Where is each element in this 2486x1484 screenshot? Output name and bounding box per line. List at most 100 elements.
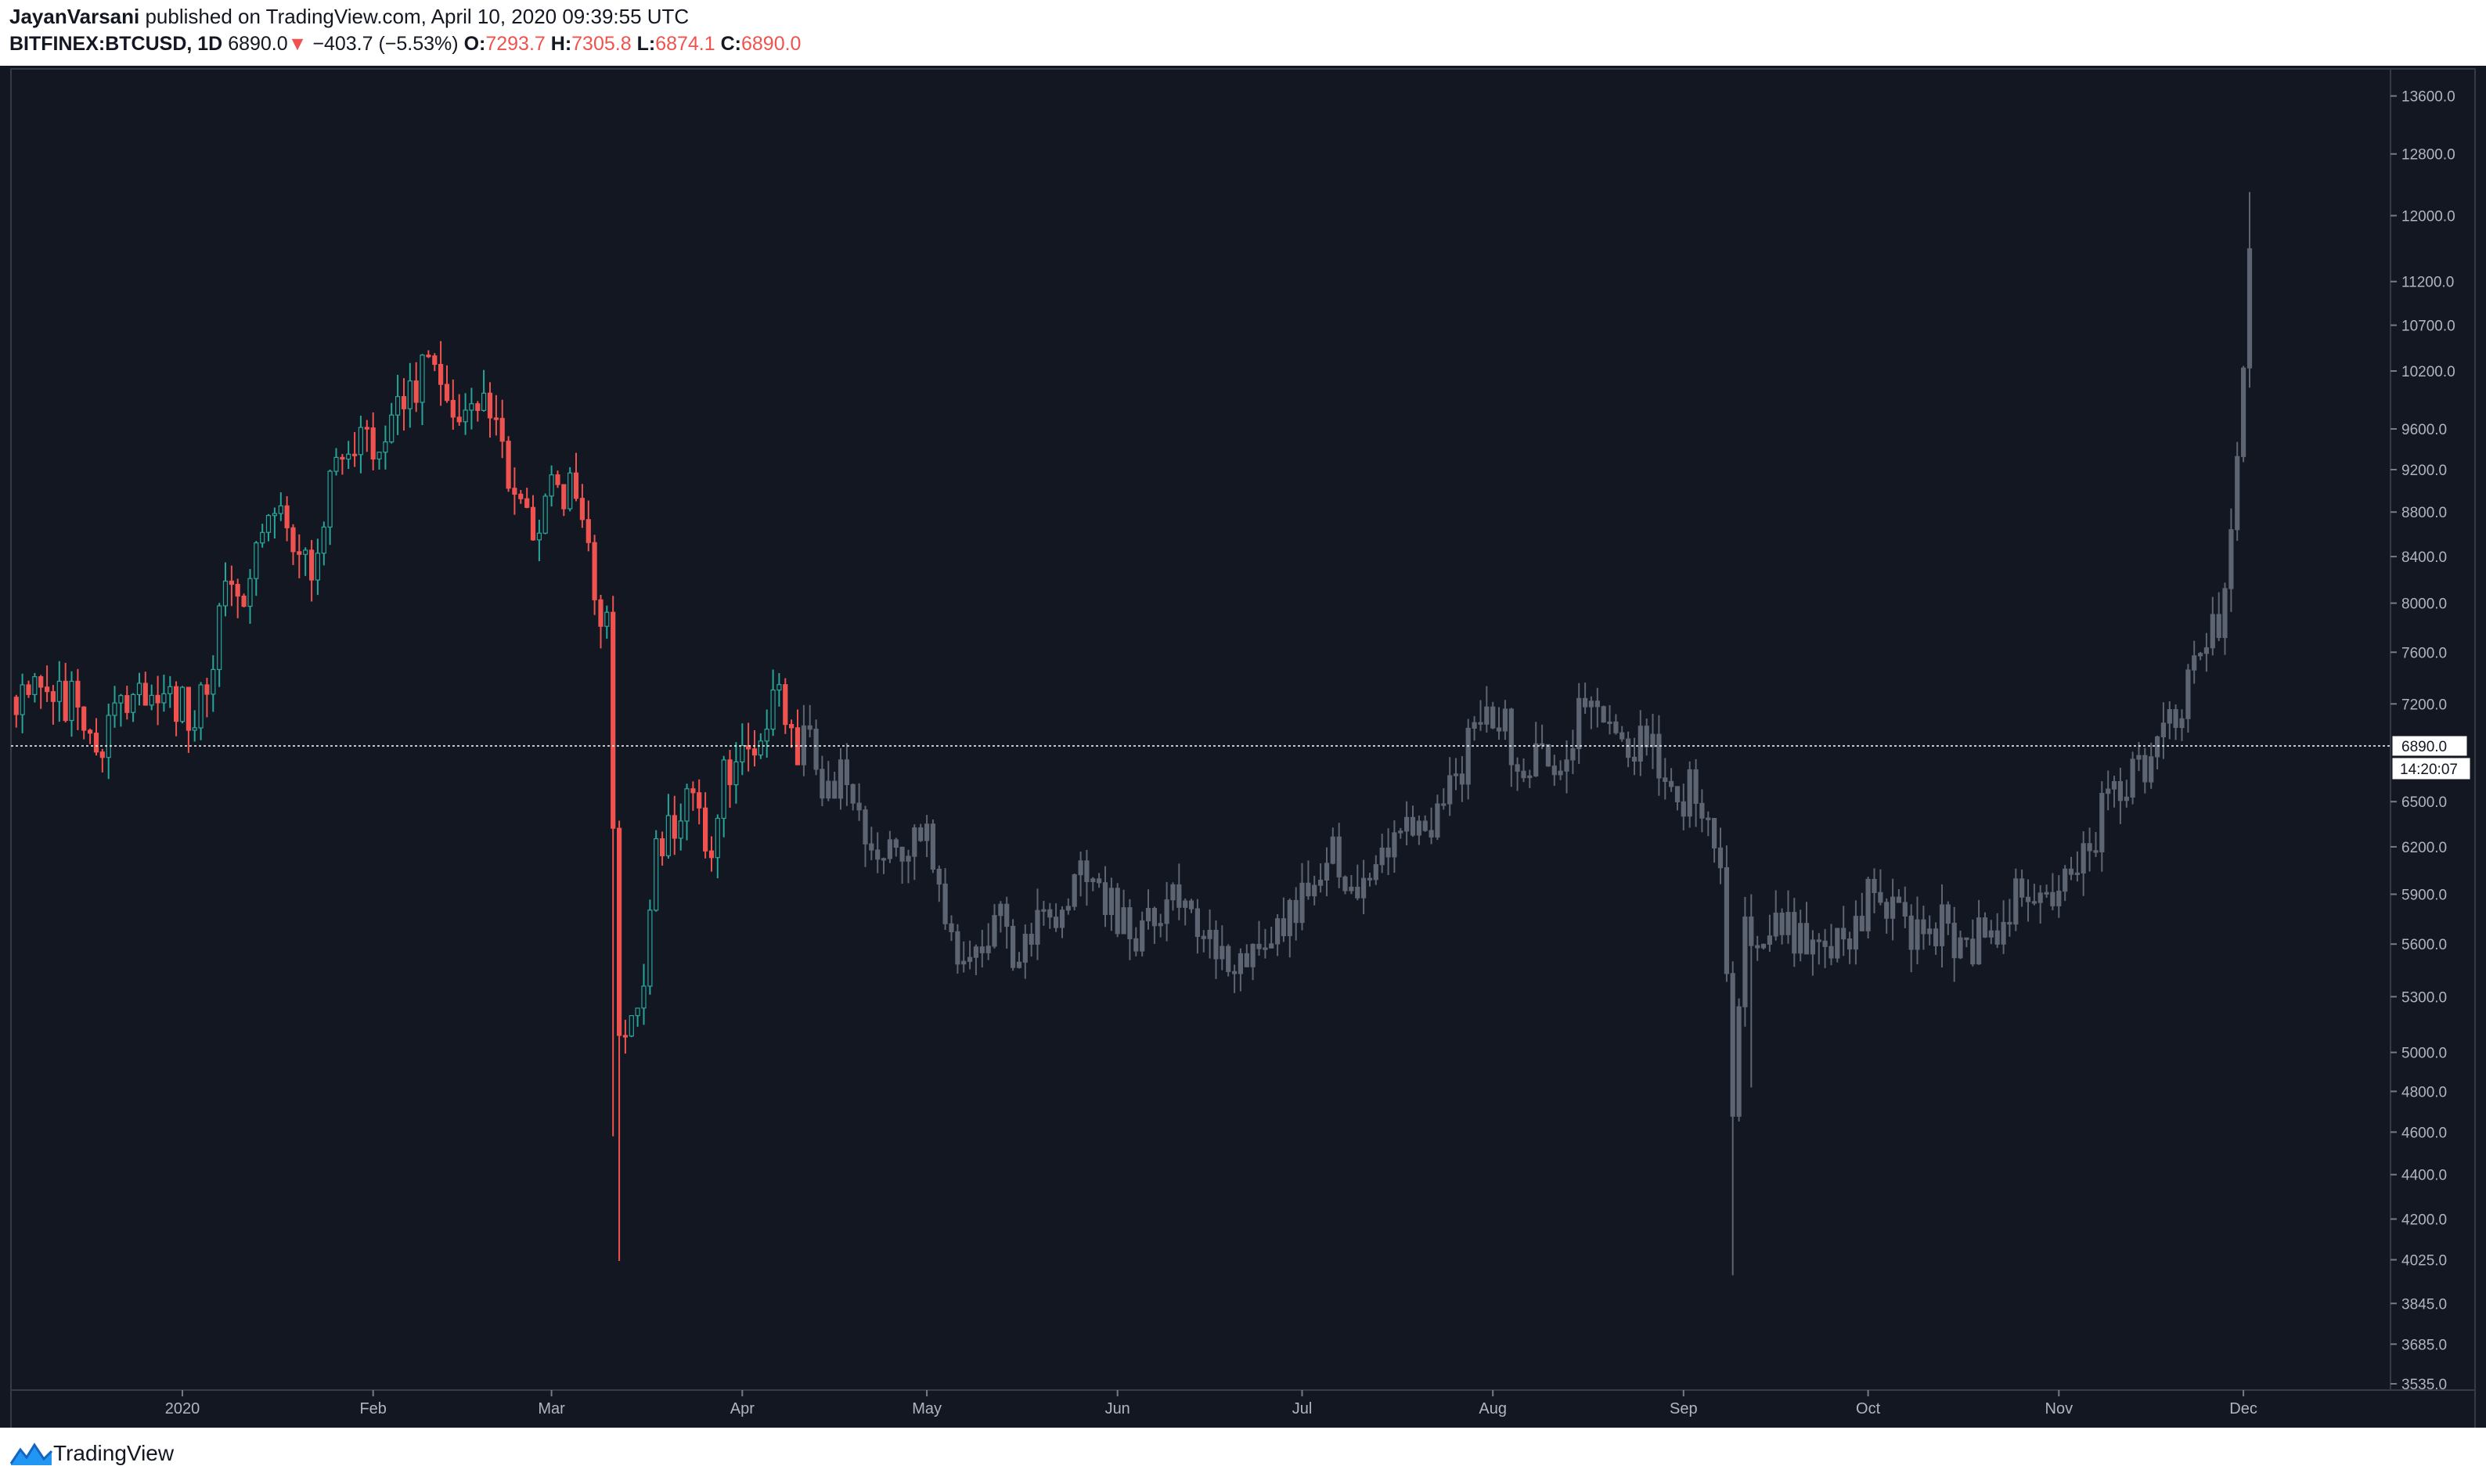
projection-bar[interactable] (2001, 921, 2006, 945)
candle-body[interactable] (290, 527, 296, 553)
candle-body[interactable] (297, 551, 302, 555)
candle-body[interactable] (235, 583, 240, 597)
candle-body[interactable] (518, 493, 524, 499)
projection-bar[interactable] (2111, 780, 2117, 790)
projection-bar[interactable] (2179, 718, 2185, 729)
projection-bar[interactable] (1435, 803, 1440, 837)
projection-bar[interactable] (1884, 902, 1890, 919)
projection-bar[interactable] (1601, 706, 1606, 723)
candle-body[interactable] (161, 693, 167, 704)
projection-bar[interactable] (936, 868, 942, 885)
candle-body[interactable] (788, 723, 794, 729)
projection-bar[interactable] (2037, 892, 2043, 903)
candle-body[interactable] (327, 470, 333, 528)
candle-body[interactable] (727, 759, 733, 786)
projection-bar[interactable] (2074, 872, 2080, 876)
projection-bar[interactable] (1951, 922, 1957, 959)
projection-bar[interactable] (2241, 367, 2246, 457)
projection-bar[interactable] (1004, 903, 1010, 928)
candle-body[interactable] (377, 452, 382, 460)
candle-body[interactable] (585, 519, 591, 543)
candle-body[interactable] (611, 611, 616, 829)
projection-bar[interactable] (1835, 928, 1840, 959)
candle-body[interactable] (142, 683, 148, 706)
candle-body[interactable] (50, 691, 56, 702)
projection-bar[interactable] (1379, 847, 1385, 866)
projection-bar[interactable] (1521, 770, 1526, 779)
projection-bar[interactable] (1108, 888, 1115, 916)
projection-bar[interactable] (1828, 946, 1834, 959)
candle-body[interactable] (63, 680, 68, 722)
projection-bar[interactable] (1145, 907, 1151, 922)
candle-body[interactable] (592, 542, 597, 600)
projection-bar[interactable] (1263, 947, 1268, 950)
projection-bar[interactable] (1226, 946, 1231, 972)
projection-bar[interactable] (1090, 878, 1096, 883)
projection-bar[interactable] (1269, 943, 1274, 949)
candle-body[interactable] (136, 683, 142, 696)
projection-bar[interactable] (1010, 925, 1016, 968)
projection-bar[interactable] (1029, 933, 1034, 945)
projection-bar[interactable] (992, 915, 997, 947)
candle-body[interactable] (401, 396, 407, 409)
candle-body[interactable] (672, 815, 677, 839)
projection-bar[interactable] (2050, 891, 2055, 906)
candle-body[interactable] (622, 1035, 629, 1038)
projection-bar[interactable] (1921, 919, 1926, 935)
projection-bar[interactable] (1472, 722, 1477, 729)
candle-body[interactable] (222, 580, 229, 607)
candle-body[interactable] (616, 827, 622, 1036)
candle-body[interactable] (493, 417, 499, 420)
projection-bar[interactable] (2056, 890, 2062, 906)
candle-body[interactable] (168, 686, 173, 694)
candle-body[interactable] (629, 1014, 634, 1037)
projection-bar[interactable] (1908, 915, 1914, 950)
projection-bar[interactable] (1299, 882, 1305, 924)
projection-bar[interactable] (1687, 769, 1692, 817)
projection-bar[interactable] (1140, 920, 1145, 952)
projection-bar[interactable] (1896, 896, 1901, 903)
projection-bar[interactable] (1355, 886, 1360, 899)
projection-bar[interactable] (1176, 884, 1182, 908)
projection-bar[interactable] (1201, 935, 1206, 939)
candle-body[interactable] (217, 605, 222, 671)
candle-body[interactable] (573, 472, 579, 499)
author-name[interactable]: JayanVarsani (9, 5, 140, 28)
projection-bar[interactable] (807, 725, 812, 730)
projection-bar[interactable] (1730, 973, 1735, 1117)
candle-body[interactable] (487, 392, 493, 419)
candle-body[interactable] (364, 427, 369, 430)
projection-bar[interactable] (2087, 843, 2092, 852)
projection-bar[interactable] (1613, 721, 1619, 733)
projection-bar[interactable] (1164, 899, 1169, 924)
projection-bar[interactable] (1213, 929, 1219, 960)
projection-bar[interactable] (2192, 655, 2197, 671)
projection-bar[interactable] (1958, 937, 1963, 959)
candle-body[interactable] (333, 456, 339, 472)
projection-bar[interactable] (998, 903, 1003, 917)
projection-bar[interactable] (1281, 918, 1287, 937)
candle-body[interactable] (426, 355, 431, 358)
candle-body[interactable] (272, 513, 277, 517)
projection-bar[interactable] (1717, 847, 1724, 869)
projection-bar[interactable] (1631, 756, 1638, 762)
projection-bar[interactable] (2117, 780, 2123, 801)
projection-bar[interactable] (2106, 788, 2111, 794)
projection-bar[interactable] (1078, 860, 1083, 876)
projection-bar[interactable] (1115, 888, 1120, 935)
projection-bar[interactable] (1183, 900, 1188, 908)
projection-bar[interactable] (1545, 744, 1551, 767)
candle-body[interactable] (38, 675, 44, 688)
projection-bar[interactable] (1392, 832, 1397, 858)
projection-bar[interactable] (1650, 733, 1656, 747)
projection-bar[interactable] (1767, 935, 1772, 946)
projection-bar[interactable] (2173, 708, 2178, 728)
candle-body[interactable] (512, 488, 517, 495)
candle-body[interactable] (186, 686, 191, 731)
projection-bar[interactable] (979, 946, 985, 953)
projection-bar[interactable] (1779, 912, 1785, 935)
candle-body[interactable] (204, 684, 210, 695)
projection-bar[interactable] (967, 956, 973, 962)
candle-body[interactable] (536, 532, 542, 541)
projection-bar[interactable] (2185, 669, 2191, 719)
